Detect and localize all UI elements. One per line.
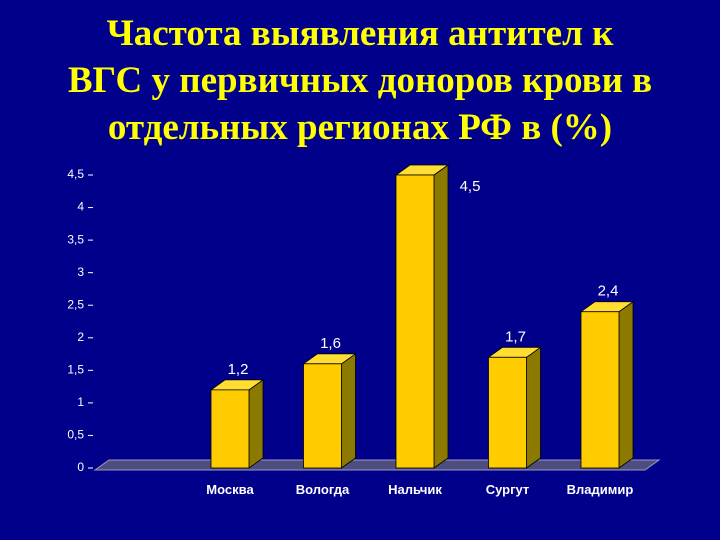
bar xyxy=(395,174,435,469)
x-tick-label: Владимир xyxy=(567,482,634,497)
bar xyxy=(488,356,527,469)
y-tick-label: 2,5 xyxy=(67,297,84,311)
y-tick-label: 3,5 xyxy=(67,232,84,246)
bar-side xyxy=(618,300,634,469)
value-label: 4,5 xyxy=(460,178,481,195)
bar xyxy=(303,363,342,469)
y-tick-label: 0 xyxy=(77,460,84,474)
chart-title: Частота выявления антител к xyxy=(107,13,615,54)
bar-side xyxy=(526,346,541,469)
x-tick-label: Сургут xyxy=(486,482,530,497)
y-tick-label: 2 xyxy=(77,330,84,344)
bar-side xyxy=(248,379,264,469)
chart-title: ВГС у первичных доноров крови в xyxy=(68,60,652,101)
value-label: 2,4 xyxy=(598,283,619,300)
y-tick-label: 4 xyxy=(77,200,84,214)
bar xyxy=(210,389,250,469)
bar-side xyxy=(341,353,356,469)
y-tick-label: 0,5 xyxy=(67,428,84,442)
y-tick-label: 4,5 xyxy=(67,167,84,181)
y-tick-label: 1 xyxy=(77,395,84,409)
floor xyxy=(93,459,661,471)
value-label: 1,6 xyxy=(320,335,341,352)
x-tick-label: Москва xyxy=(206,482,254,497)
y-tick-label: 3 xyxy=(77,265,84,279)
bar-side xyxy=(433,164,449,469)
chart-title: отдельных регионах РФ в (%) xyxy=(108,107,612,148)
x-tick-label: Нальчик xyxy=(388,482,442,497)
bar xyxy=(580,311,620,469)
x-tick-label: Вологда xyxy=(296,482,350,497)
value-label: 1,7 xyxy=(505,328,526,345)
y-tick-label: 1,5 xyxy=(67,363,84,377)
value-label: 1,2 xyxy=(228,361,249,378)
